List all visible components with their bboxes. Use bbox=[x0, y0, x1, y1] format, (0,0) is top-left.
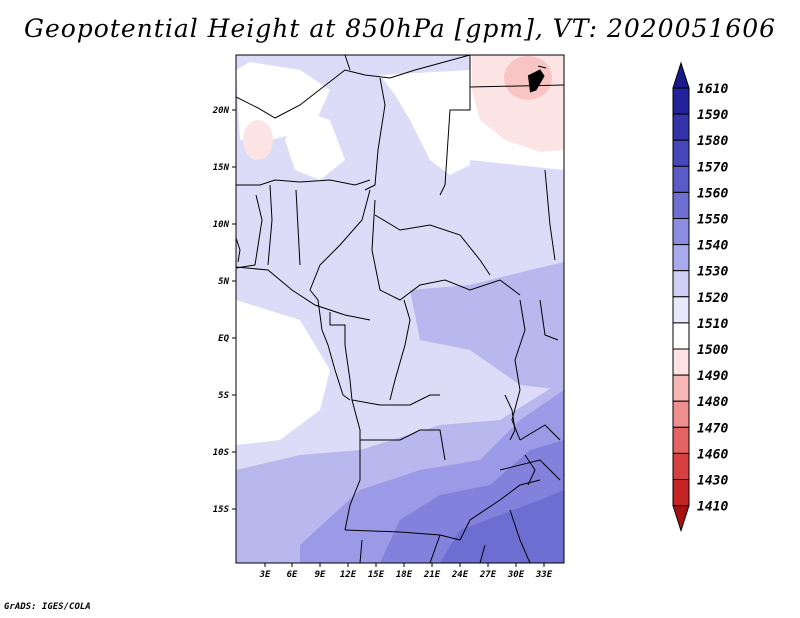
colorbar-label: 1430 bbox=[697, 474, 728, 489]
contour-1500-west bbox=[243, 120, 273, 160]
y-tick-label: 5N bbox=[218, 277, 229, 287]
x-tick-label: 33E bbox=[535, 570, 553, 580]
colorbar-swatch bbox=[672, 244, 690, 272]
colorbar-label: 1560 bbox=[697, 186, 728, 201]
colorbar-swatch bbox=[672, 113, 690, 141]
colorbar-label: 1540 bbox=[697, 239, 728, 254]
x-tick-label: 15E bbox=[368, 570, 385, 580]
colorbar-swatch bbox=[672, 322, 690, 350]
colorbar-label: 1490 bbox=[697, 369, 728, 384]
map-title: Geopotential Height at 850hPa [gpm], VT:… bbox=[23, 14, 777, 43]
contour-1510-sahel bbox=[285, 110, 345, 180]
colorbar-swatch bbox=[672, 87, 690, 115]
x-tick-label: 24E bbox=[451, 570, 469, 580]
colorbar-swatch bbox=[672, 218, 690, 246]
y-tick-label: 15S bbox=[213, 505, 230, 515]
colorbar-label: 1510 bbox=[697, 317, 728, 332]
y-tick-label: 20N bbox=[212, 106, 230, 116]
colorbar-swatch bbox=[672, 270, 690, 298]
x-tick-label: 30E bbox=[507, 570, 525, 580]
colorbar-label: 1550 bbox=[697, 213, 728, 228]
colorbar-swatch bbox=[672, 400, 690, 428]
y-tick-label: 5S bbox=[218, 391, 229, 401]
colorbar-swatch bbox=[672, 139, 690, 167]
country-borders bbox=[236, 55, 564, 563]
y-axis: 20N 15N 10N 5N EQ 5S 10S 15S bbox=[212, 106, 236, 515]
colorbar-swatch bbox=[672, 165, 690, 193]
x-tick-label: 18E bbox=[396, 570, 413, 580]
contour-1560-south bbox=[440, 490, 564, 563]
colorbar: 1610 1590 1580 1570 1560 1550 1540 1530 1520 1510… bbox=[672, 61, 728, 533]
colorbar-label: 1460 bbox=[697, 447, 728, 462]
colorbar-label: 1570 bbox=[697, 160, 728, 175]
height-field bbox=[236, 55, 564, 563]
colorbar-label: 1580 bbox=[697, 134, 728, 149]
contour-1530-central bbox=[410, 262, 564, 390]
x-tick-label: 6E bbox=[287, 570, 298, 580]
colorbar-swatch bbox=[672, 479, 690, 507]
x-tick-label: 9E bbox=[315, 570, 326, 580]
colorbar-label: 1500 bbox=[697, 343, 728, 358]
contour-1490-ne bbox=[504, 56, 552, 100]
x-axis: 3E 6E 9E 12E 15E 18E 21E 24E 27E 30E 33E bbox=[259, 563, 553, 580]
colorbar-swatch bbox=[672, 348, 690, 376]
colorbar-label: 1590 bbox=[697, 108, 728, 123]
y-tick-label: 10N bbox=[213, 220, 230, 230]
x-tick-label: 12E bbox=[340, 570, 357, 580]
colorbar-label: 1610 bbox=[697, 82, 728, 97]
colorbar-label: 1470 bbox=[697, 421, 728, 436]
colorbar-swatch bbox=[672, 296, 690, 324]
colorbar-label: 1520 bbox=[697, 291, 728, 306]
y-tick-label: 15N bbox=[213, 163, 230, 173]
x-tick-label: 27E bbox=[479, 570, 497, 580]
grads-credit: GrADS: IGES/COLA bbox=[4, 602, 91, 612]
colorbar-swatch bbox=[672, 452, 690, 480]
colorbar-label: 1530 bbox=[697, 265, 728, 280]
x-tick-label: 3E bbox=[259, 570, 271, 580]
colorbar-top-arrow bbox=[672, 61, 690, 89]
map-frame bbox=[235, 54, 565, 564]
contour-1510-west bbox=[236, 300, 330, 445]
colorbar-swatch bbox=[672, 191, 690, 219]
colorbar-label: 1410 bbox=[697, 500, 728, 515]
y-tick-label: EQ bbox=[218, 334, 229, 344]
colorbar-swatch bbox=[672, 374, 690, 402]
colorbar-label: 1480 bbox=[697, 395, 728, 410]
x-tick-label: 21E bbox=[423, 570, 441, 580]
colorbar-bottom-arrow bbox=[672, 505, 690, 533]
colorbar-swatch bbox=[672, 426, 690, 454]
y-tick-label: 10S bbox=[213, 448, 230, 458]
